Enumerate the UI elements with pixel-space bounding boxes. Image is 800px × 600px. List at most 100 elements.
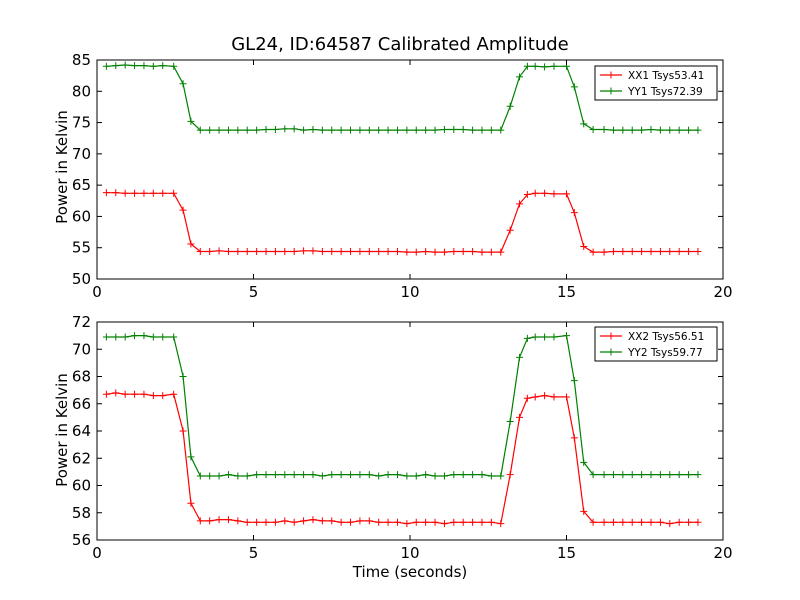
data-point bbox=[523, 394, 531, 402]
data-point bbox=[187, 499, 195, 507]
data-point bbox=[487, 472, 495, 480]
data-point bbox=[102, 333, 110, 341]
data-point bbox=[497, 472, 505, 480]
data-point bbox=[337, 518, 345, 526]
data-point bbox=[393, 247, 401, 255]
data-point bbox=[121, 189, 129, 197]
data-point bbox=[570, 434, 578, 442]
data-point bbox=[440, 520, 448, 528]
data-point bbox=[478, 518, 486, 526]
data-point bbox=[563, 393, 570, 401]
data-point bbox=[523, 334, 531, 342]
data-point bbox=[206, 247, 214, 255]
data-point bbox=[600, 471, 608, 479]
data-point bbox=[375, 126, 383, 134]
data-point bbox=[215, 247, 223, 255]
series-1-0 bbox=[102, 389, 702, 528]
data-point bbox=[523, 191, 531, 199]
y-tick-label: 56 bbox=[72, 531, 91, 549]
data-point bbox=[694, 126, 702, 134]
data-point bbox=[347, 247, 355, 255]
data-point bbox=[647, 125, 655, 133]
data-point bbox=[541, 63, 549, 71]
data-point bbox=[170, 189, 178, 197]
data-point bbox=[628, 247, 636, 255]
data-point bbox=[365, 471, 373, 479]
data-point bbox=[487, 518, 495, 526]
chart-1: 0 5 10 15 20 56 58 60 62 64 66 68 70 72 XX2 Tsys56.51 Y… bbox=[72, 313, 733, 562]
data-point bbox=[459, 518, 467, 526]
data-point bbox=[487, 248, 495, 256]
data-point bbox=[224, 247, 232, 255]
data-point bbox=[140, 390, 148, 398]
data-point bbox=[102, 62, 110, 70]
data-point bbox=[234, 126, 242, 134]
data-point bbox=[685, 126, 693, 134]
data-point bbox=[170, 62, 178, 70]
data-point bbox=[580, 458, 588, 466]
data-point bbox=[609, 247, 617, 255]
data-point bbox=[469, 471, 477, 479]
data-point bbox=[570, 377, 578, 385]
chart-0: 0 5 10 15 20 50 55 60 65 70 75 80 85 XX1 Tsys53.41 YY1… bbox=[72, 51, 733, 301]
series-line bbox=[106, 192, 698, 253]
data-point bbox=[196, 517, 204, 525]
data-point bbox=[666, 520, 674, 528]
data-point bbox=[570, 209, 578, 217]
data-point bbox=[600, 125, 608, 133]
data-point bbox=[140, 332, 148, 340]
data-point bbox=[656, 247, 664, 255]
data-point bbox=[459, 125, 467, 133]
data-point bbox=[628, 471, 636, 479]
data-point bbox=[234, 247, 242, 255]
series-line bbox=[106, 334, 698, 477]
data-point bbox=[224, 126, 232, 134]
data-point bbox=[375, 247, 383, 255]
series-1-1 bbox=[102, 332, 702, 480]
y-tick-label: 60 bbox=[72, 477, 91, 495]
data-point bbox=[506, 102, 514, 110]
data-point bbox=[487, 126, 495, 134]
data-point bbox=[187, 117, 195, 125]
data-point bbox=[656, 126, 664, 134]
data-point bbox=[531, 189, 539, 197]
data-point bbox=[243, 472, 251, 480]
y-tick-label: 55 bbox=[72, 239, 91, 257]
data-point bbox=[102, 390, 110, 398]
data-point bbox=[393, 518, 401, 526]
data-point bbox=[656, 471, 664, 479]
data-point bbox=[580, 120, 588, 128]
data-point bbox=[187, 240, 195, 248]
data-point bbox=[300, 471, 308, 479]
data-point bbox=[131, 189, 139, 197]
data-point bbox=[253, 126, 261, 134]
data-point bbox=[531, 393, 539, 401]
data-point bbox=[589, 518, 597, 526]
data-point bbox=[497, 248, 505, 256]
legend-label: XX2 Tsys56.51 bbox=[628, 331, 704, 343]
data-point bbox=[647, 518, 655, 526]
y-tick-label: 58 bbox=[72, 504, 91, 522]
data-point bbox=[262, 518, 270, 526]
data-point bbox=[365, 126, 373, 134]
data-point bbox=[675, 518, 683, 526]
data-point bbox=[112, 62, 120, 70]
data-point bbox=[541, 392, 549, 400]
data-point bbox=[215, 472, 223, 480]
x-tick-label: 10 bbox=[400, 544, 419, 562]
data-point bbox=[541, 333, 549, 341]
data-point bbox=[431, 518, 439, 526]
data-point bbox=[347, 518, 355, 526]
data-point bbox=[140, 189, 148, 197]
data-point bbox=[112, 333, 120, 341]
data-point bbox=[170, 390, 178, 398]
data-point bbox=[281, 125, 289, 133]
data-point bbox=[224, 471, 232, 479]
data-point bbox=[600, 518, 608, 526]
legend: XX2 Tsys56.51 YY2 Tsys59.77 bbox=[594, 326, 718, 362]
data-point bbox=[318, 517, 326, 525]
data-point bbox=[403, 248, 411, 256]
y-tick-label: 60 bbox=[72, 207, 91, 225]
x-tick-label: 15 bbox=[557, 544, 576, 562]
